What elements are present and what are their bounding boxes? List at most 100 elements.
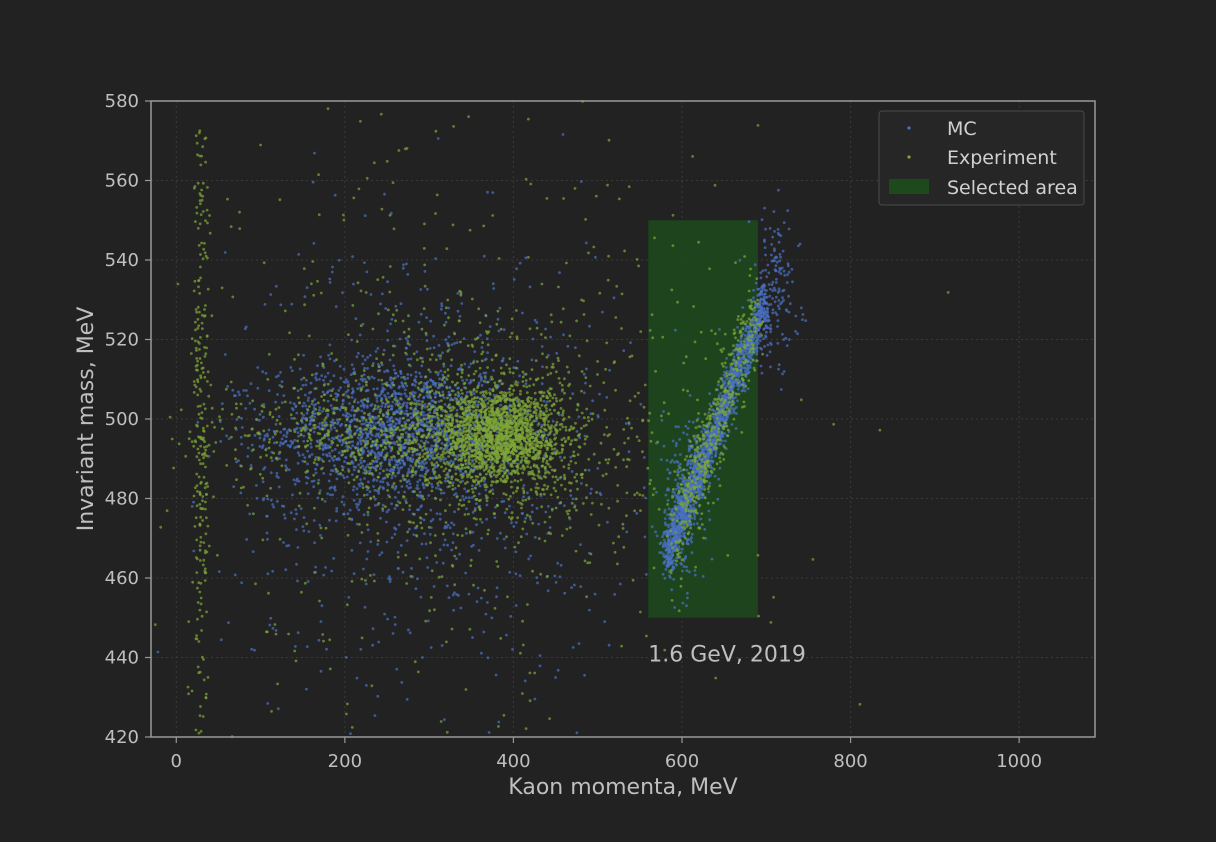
data-point — [390, 502, 393, 506]
data-point — [376, 694, 380, 698]
data-point — [782, 370, 786, 373]
data-point — [555, 351, 559, 355]
data-point — [778, 259, 782, 263]
data-point — [411, 382, 415, 386]
data-point — [413, 526, 417, 530]
data-point — [668, 517, 672, 520]
data-point — [363, 214, 367, 218]
data-point — [295, 562, 298, 566]
data-point — [528, 384, 531, 388]
data-point — [452, 608, 455, 612]
data-point — [570, 470, 574, 473]
data-point — [415, 436, 419, 439]
data-point — [317, 478, 321, 482]
data-point — [399, 408, 403, 412]
data-point — [769, 365, 772, 369]
data-point — [777, 299, 781, 302]
data-point — [294, 404, 298, 408]
data-point — [692, 503, 695, 506]
data-point — [480, 596, 483, 600]
data-point — [515, 489, 518, 493]
data-point — [741, 357, 745, 360]
data-point — [361, 354, 365, 358]
data-point — [293, 438, 297, 442]
data-point — [433, 395, 437, 399]
data-point — [393, 442, 397, 446]
data-point — [403, 445, 407, 449]
data-point — [435, 561, 439, 564]
data-point — [678, 533, 682, 537]
data-point — [419, 375, 423, 378]
data-point — [347, 596, 351, 599]
data-point — [673, 461, 676, 464]
data-point — [466, 433, 470, 436]
data-point — [304, 404, 308, 408]
data-point — [314, 455, 318, 459]
data-point — [386, 420, 389, 424]
data-point — [746, 298, 750, 302]
data-point — [435, 512, 439, 515]
data-point — [301, 383, 305, 387]
data-point — [405, 384, 409, 388]
data-point — [381, 477, 385, 481]
data-point — [356, 436, 360, 440]
data-point — [786, 264, 790, 268]
data-point — [405, 409, 408, 413]
data-point — [569, 494, 573, 497]
data-point — [437, 400, 441, 403]
data-point — [670, 562, 674, 565]
data-point — [372, 477, 376, 481]
data-point — [760, 218, 764, 222]
data-point — [660, 551, 663, 554]
data-point — [282, 513, 286, 517]
data-point — [669, 460, 673, 464]
data-point — [785, 309, 789, 313]
data-point — [769, 287, 772, 291]
data-point — [671, 522, 674, 526]
data-point — [403, 490, 406, 494]
data-point — [414, 375, 418, 379]
data-point — [411, 390, 415, 394]
data-point — [548, 465, 552, 469]
data-point — [314, 471, 318, 475]
data-point — [429, 526, 433, 529]
data-point — [371, 362, 375, 365]
data-point — [689, 523, 693, 527]
data-point — [781, 332, 784, 336]
data-point — [442, 543, 446, 547]
data-point — [415, 487, 418, 490]
data-point — [359, 399, 363, 403]
data-point — [301, 453, 305, 457]
data-point — [394, 371, 398, 375]
data-point — [413, 391, 417, 395]
data-point — [774, 311, 777, 314]
data-point — [419, 595, 423, 599]
data-point — [456, 292, 460, 295]
data-point — [676, 501, 680, 504]
data-point — [769, 303, 773, 306]
data-point — [416, 480, 420, 484]
data-point — [673, 453, 677, 457]
data-point — [732, 355, 736, 359]
data-point — [545, 407, 548, 410]
data-point — [447, 439, 451, 443]
data-point — [328, 487, 332, 490]
data-point — [471, 459, 474, 463]
data-point — [395, 410, 399, 414]
data-point — [238, 393, 241, 397]
data-point — [718, 466, 722, 470]
data-point — [245, 538, 249, 541]
data-point — [736, 399, 739, 403]
data-point — [352, 465, 356, 469]
data-point — [274, 375, 278, 379]
data-point — [738, 258, 742, 262]
data-point — [365, 420, 368, 424]
data-point — [508, 570, 512, 574]
data-point — [457, 386, 460, 390]
data-point — [294, 645, 297, 648]
data-point — [586, 416, 590, 419]
data-point — [419, 288, 423, 291]
data-point — [442, 396, 446, 400]
data-point — [289, 444, 292, 448]
data-point — [388, 580, 392, 583]
